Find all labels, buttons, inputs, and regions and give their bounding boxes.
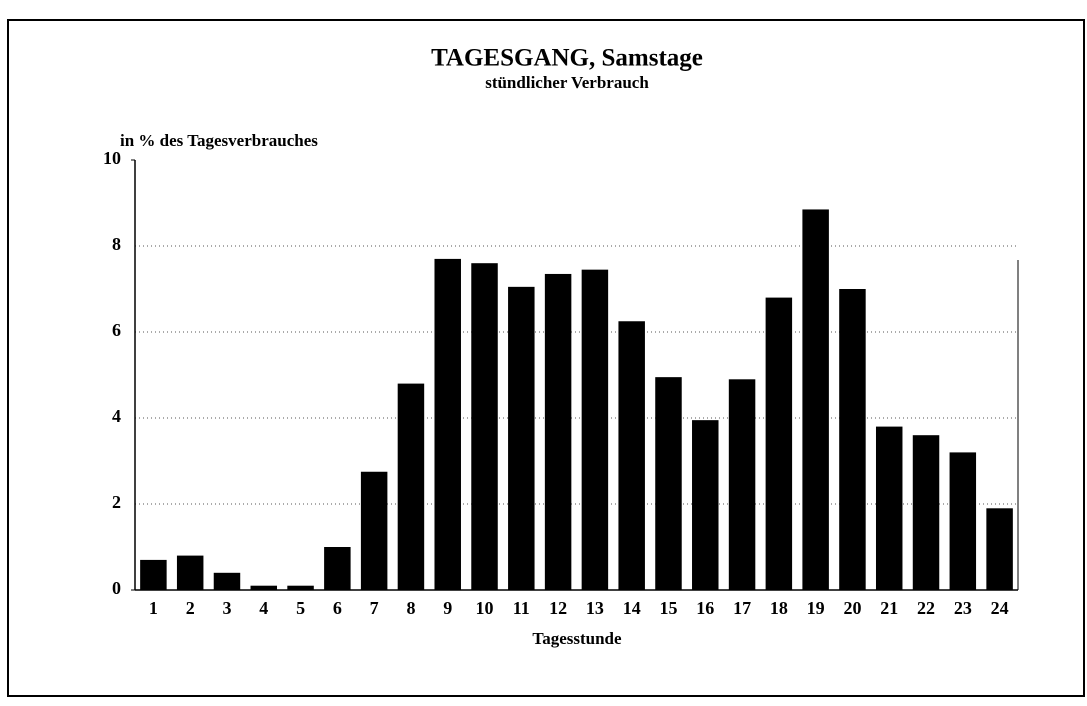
x-tick-label: 22: [917, 598, 935, 618]
x-tick-label: 10: [476, 598, 494, 618]
x-tick-label: 17: [733, 598, 751, 618]
y-tick-label: 10: [103, 148, 121, 168]
x-tick-label: 14: [623, 598, 641, 618]
bar: [655, 377, 682, 590]
y-tick-label: 8: [112, 234, 121, 254]
bar: [802, 209, 829, 590]
bar: [176, 555, 204, 590]
y-tick-label: 2: [112, 492, 121, 512]
frame: [7, 19, 1085, 697]
bar: [471, 263, 498, 590]
x-tick-label: 20: [843, 598, 861, 618]
chart-subtitle: stündlicher Verbrauch: [485, 73, 649, 92]
y-tick-label: 0: [112, 578, 121, 598]
bar: [986, 508, 1013, 590]
bar: [839, 289, 866, 590]
bar: [397, 383, 425, 590]
bar: [213, 572, 241, 590]
x-tick-label: 1: [149, 598, 158, 618]
x-tick-label: 23: [954, 598, 972, 618]
x-tick-label: 12: [549, 598, 567, 618]
bar: [287, 585, 314, 590]
x-tick-label: 7: [370, 598, 379, 618]
x-tick-label: 15: [659, 598, 677, 618]
bar: [544, 273, 572, 590]
bar: [692, 420, 719, 590]
y-axis-label: in % des Tagesverbrauches: [120, 131, 318, 150]
x-tick-label: 21: [880, 598, 898, 618]
chart-title: TAGESGANG, Samstage: [431, 45, 703, 72]
bar: [140, 559, 167, 590]
x-tick-label: 3: [222, 598, 231, 618]
x-axis-label: Tagesstunde: [532, 629, 622, 648]
x-tick-label: 5: [296, 598, 305, 618]
x-tick-label: 16: [696, 598, 714, 618]
x-tick-label: 11: [513, 598, 530, 618]
bar: [728, 379, 756, 590]
x-tick-label: 8: [406, 598, 415, 618]
bar: [250, 585, 278, 590]
bar: [434, 258, 461, 590]
x-tick-label: 6: [333, 598, 342, 618]
x-tick-label: 13: [586, 598, 604, 618]
bar: [324, 547, 351, 590]
x-tick-label: 19: [807, 598, 825, 618]
x-tick-label: 2: [186, 598, 195, 618]
x-tick-label: 9: [443, 598, 452, 618]
x-tick-label: 18: [770, 598, 788, 618]
bar: [581, 269, 609, 590]
y-tick-label: 6: [112, 320, 121, 340]
bar: [360, 471, 388, 590]
bar: [618, 321, 645, 590]
bar: [875, 426, 903, 590]
y-tick-label: 4: [112, 406, 121, 426]
bar: [765, 297, 793, 590]
x-tick-label: 4: [259, 598, 268, 618]
bar: [508, 286, 535, 590]
x-tick-label: 24: [991, 598, 1009, 618]
bar: [912, 435, 940, 590]
bar: [949, 452, 977, 590]
